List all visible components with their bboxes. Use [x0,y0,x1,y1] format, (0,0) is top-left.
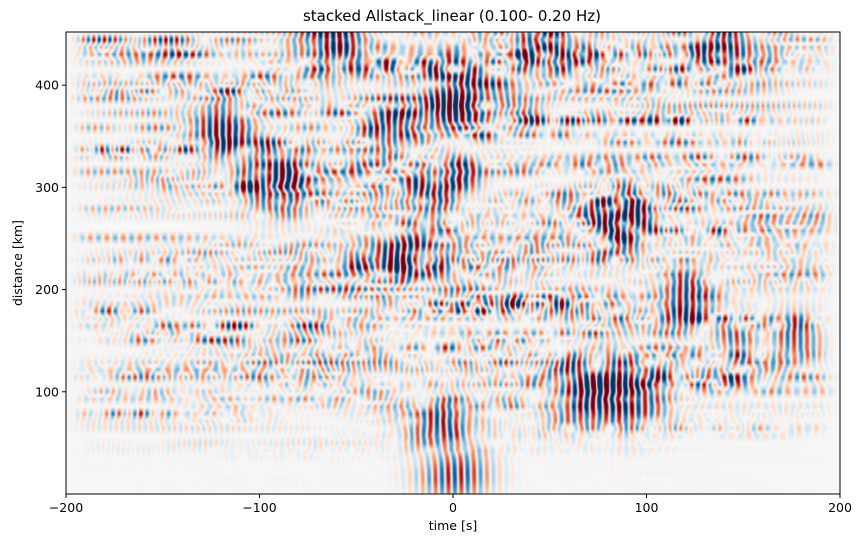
y-axis: 100 200 300 400 [35,78,66,399]
x-tick-label: −200 [49,500,83,515]
x-axis: −200 −100 0 100 200 [49,494,852,515]
y-axis-label: distance [km] [10,220,25,306]
heatmap-container [66,32,840,494]
x-tick-label: 0 [449,500,457,515]
y-tick-label: 300 [35,180,59,195]
x-axis-label: time [s] [429,518,477,533]
heatmap-image [66,32,840,494]
chart-title: stacked Allstack_linear (0.100- 0.20 Hz) [303,7,601,26]
y-tick-label: 100 [35,384,59,399]
y-tick-label: 200 [35,282,59,297]
y-tick-label: 400 [35,78,59,93]
x-tick-label: −100 [242,500,276,515]
x-tick-label: 200 [828,500,852,515]
x-tick-label: 100 [635,500,659,515]
